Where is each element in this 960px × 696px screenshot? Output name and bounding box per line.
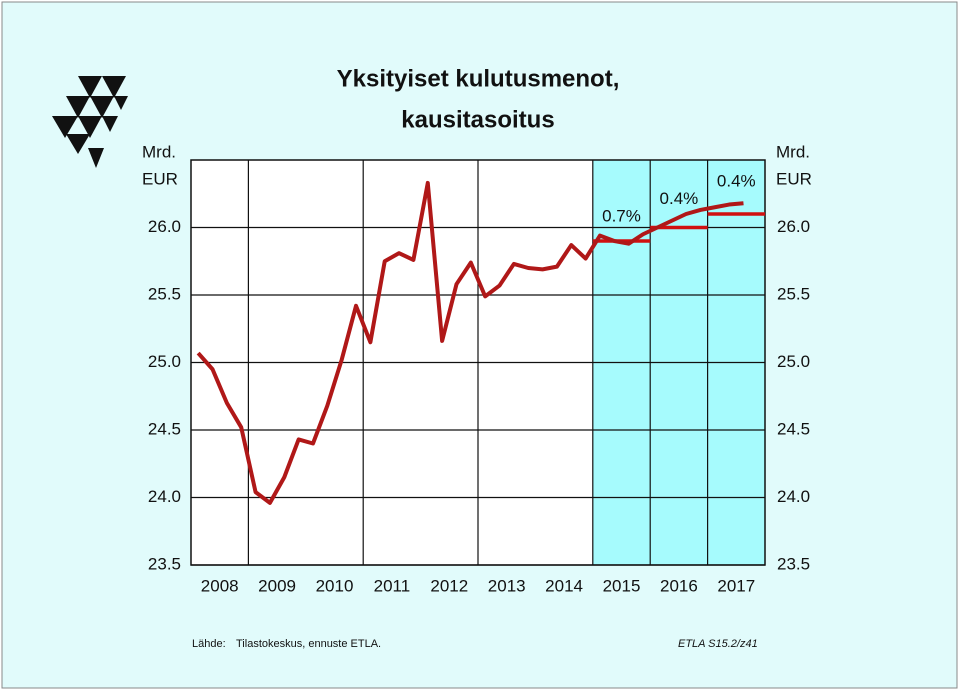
y-axis-label: Mrd. xyxy=(142,142,176,161)
y-tick-label: 23.5 xyxy=(148,554,181,573)
x-tick-label: 2015 xyxy=(603,576,641,595)
x-tick-label: 2016 xyxy=(660,576,698,595)
x-tick-label: 2011 xyxy=(374,576,411,595)
logo xyxy=(52,76,128,168)
y-tick-label: 24.0 xyxy=(777,487,810,506)
y-tick-label: 24.5 xyxy=(148,419,181,438)
x-tick-label: 2008 xyxy=(201,576,239,595)
x-tick-label: 2009 xyxy=(258,576,296,595)
y-tick-label: 24.5 xyxy=(777,419,810,438)
chart-title: kausitasoitus xyxy=(401,106,554,133)
x-tick-label: 2013 xyxy=(488,576,526,595)
y-tick-label: 23.5 xyxy=(777,554,810,573)
y-tick-label: 25.5 xyxy=(777,284,810,303)
growth-label: 0.4% xyxy=(660,189,699,208)
data-line xyxy=(196,180,744,505)
y-tick-label: 26.0 xyxy=(148,217,181,236)
y-tick-label: 26.0 xyxy=(777,217,810,236)
x-tick-label: 2017 xyxy=(717,576,755,595)
y-axis-label: Mrd. xyxy=(776,142,810,161)
source: Tilastokeskus, ennuste ETLA. xyxy=(236,638,381,650)
x-tick-label: 2010 xyxy=(316,576,354,595)
x-tick-label: 2014 xyxy=(545,576,583,595)
y-tick-label: 24.0 xyxy=(148,487,181,506)
y-tick-label: 25.5 xyxy=(148,284,181,303)
chart-code: ETLA S15.2/z41 xyxy=(678,638,758,650)
y-tick-label: 25.0 xyxy=(777,352,810,371)
growth-label: 0.7% xyxy=(602,206,641,225)
plot-frame xyxy=(190,159,766,566)
chart-title: Yksityiset kulutusmenot, xyxy=(337,65,620,92)
x-tick-label: 2012 xyxy=(430,576,468,595)
growth-label: 0.4% xyxy=(717,171,756,190)
source-label: Lähde: xyxy=(192,638,226,650)
y-tick-label: 25.0 xyxy=(148,352,181,371)
y-axis-label: EUR xyxy=(776,169,812,188)
y-axis-label: EUR xyxy=(142,169,178,188)
